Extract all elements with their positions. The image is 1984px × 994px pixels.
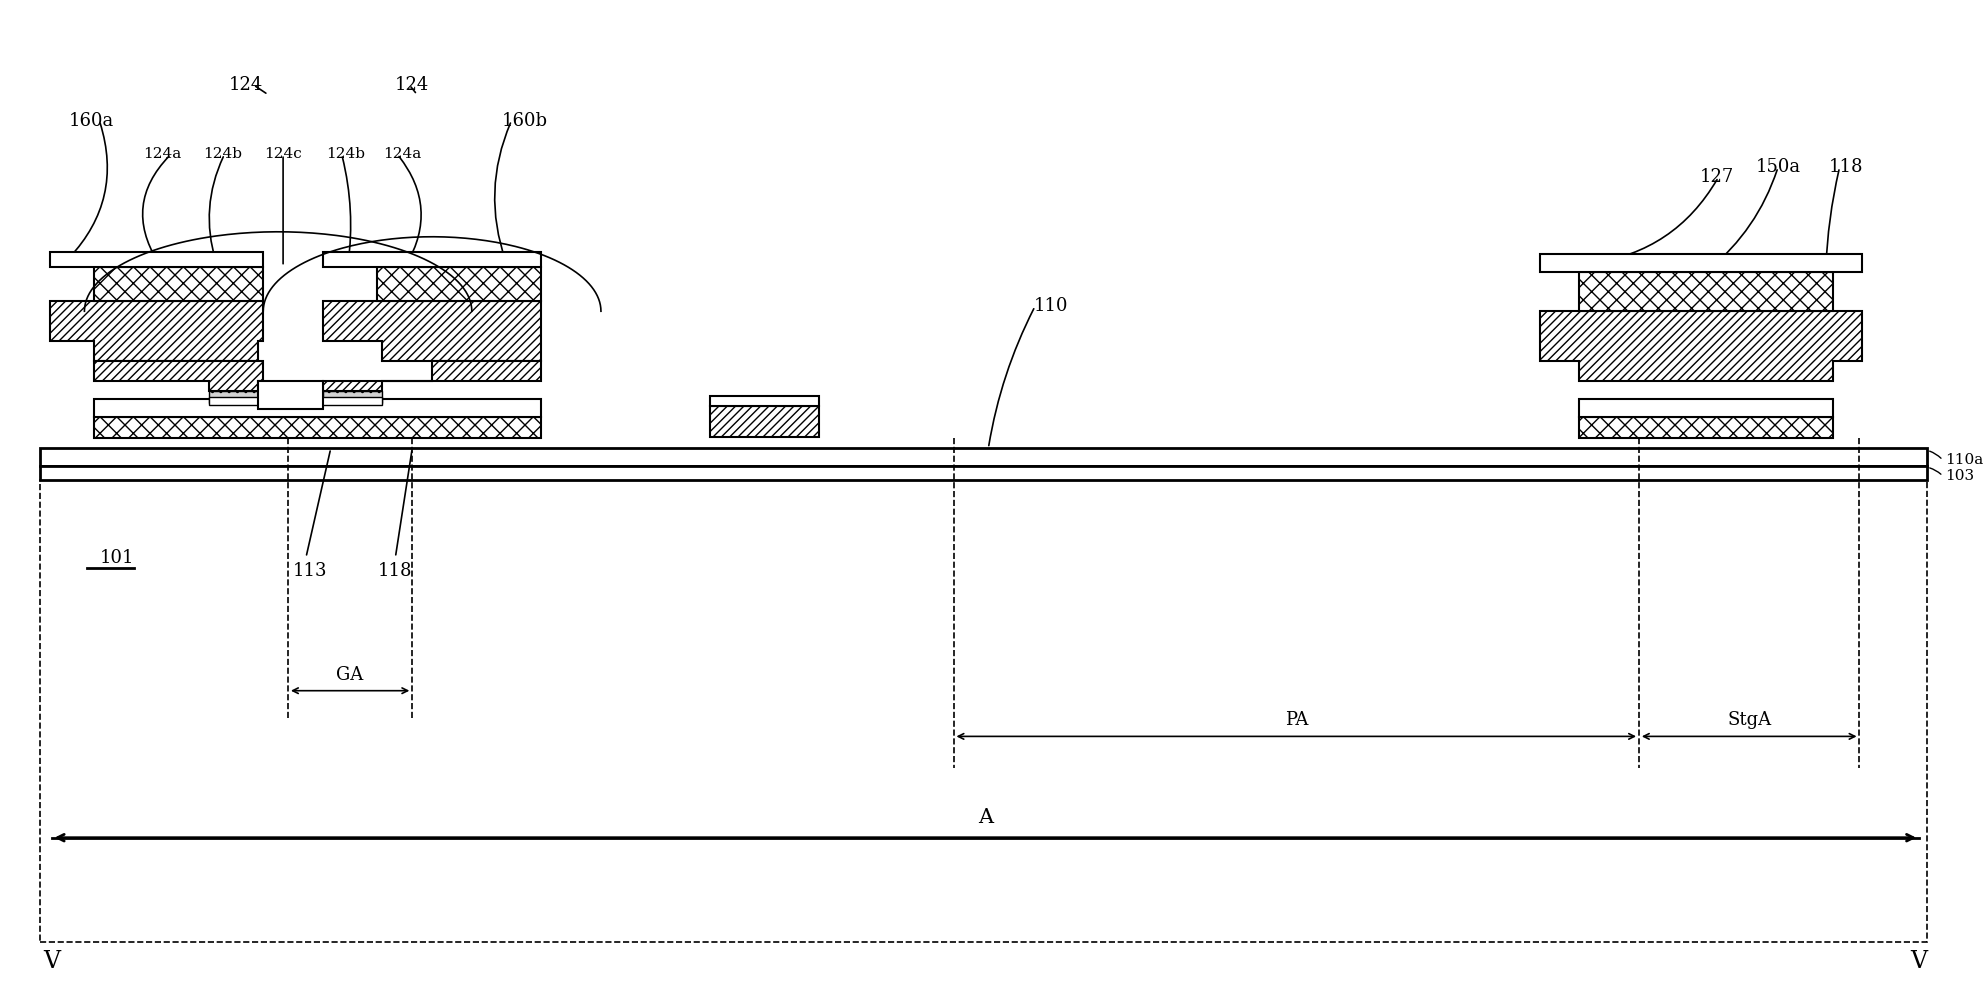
Bar xyxy=(208,391,268,403)
Bar xyxy=(40,466,1926,480)
Text: 110: 110 xyxy=(1034,297,1067,315)
Polygon shape xyxy=(50,301,264,361)
Bar xyxy=(710,406,819,437)
Polygon shape xyxy=(323,361,542,391)
Text: 124a: 124a xyxy=(143,147,181,161)
Text: 113: 113 xyxy=(294,563,327,580)
Bar xyxy=(1579,416,1833,438)
Text: 118: 118 xyxy=(379,563,413,580)
Text: 101: 101 xyxy=(99,549,133,567)
Bar xyxy=(95,399,542,416)
Text: V: V xyxy=(1911,950,1928,973)
Bar xyxy=(50,251,264,266)
Text: 118: 118 xyxy=(1829,158,1863,176)
Text: 150a: 150a xyxy=(1756,158,1801,176)
Bar xyxy=(710,396,819,406)
Bar xyxy=(40,480,1926,942)
Bar xyxy=(208,397,383,405)
Bar xyxy=(95,266,264,301)
Bar xyxy=(323,251,542,266)
Polygon shape xyxy=(1540,311,1863,381)
Text: GA: GA xyxy=(335,666,363,684)
Bar xyxy=(40,480,1926,942)
Polygon shape xyxy=(323,301,542,361)
Text: 124: 124 xyxy=(230,76,264,93)
Bar xyxy=(377,266,542,301)
Text: 124b: 124b xyxy=(325,147,365,161)
Bar xyxy=(258,381,323,409)
Text: 160b: 160b xyxy=(502,111,548,129)
Text: 124a: 124a xyxy=(383,147,421,161)
Text: 103: 103 xyxy=(1944,469,1974,483)
Bar xyxy=(323,391,383,403)
Text: StgA: StgA xyxy=(1728,712,1772,730)
Text: PA: PA xyxy=(1284,712,1307,730)
Bar xyxy=(1579,399,1833,416)
Text: 160a: 160a xyxy=(69,111,113,129)
Text: 127: 127 xyxy=(1700,168,1734,186)
Polygon shape xyxy=(95,361,264,391)
Bar xyxy=(1579,271,1833,311)
Text: 110a: 110a xyxy=(1944,453,1984,467)
Bar xyxy=(95,416,542,438)
Text: 124c: 124c xyxy=(264,147,302,161)
Bar xyxy=(40,448,1926,466)
Text: A: A xyxy=(978,808,992,827)
Bar xyxy=(1540,253,1863,271)
Text: 124: 124 xyxy=(395,76,429,93)
Text: V: V xyxy=(44,950,60,973)
Text: 124b: 124b xyxy=(202,147,242,161)
